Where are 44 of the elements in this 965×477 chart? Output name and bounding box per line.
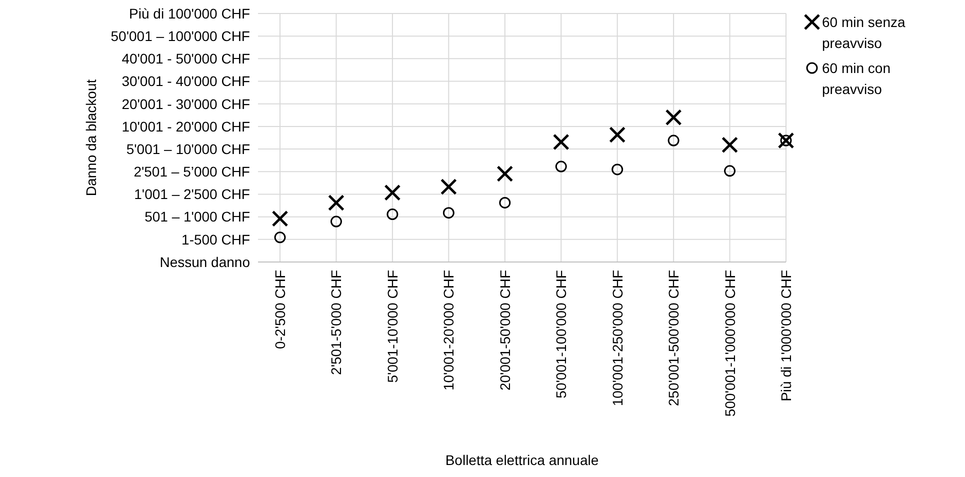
point [274, 232, 286, 244]
x-tick-label: 5'001-10'000 CHF [384, 270, 400, 383]
point [328, 194, 344, 211]
category-label: 1'001 – 2'500 CHF [134, 186, 250, 202]
point [722, 136, 738, 154]
legend-label: 60 min senza preavviso [822, 14, 906, 51]
category-label: Nessun danno [160, 254, 250, 270]
point [440, 178, 457, 196]
category-label: 1-500 CHF [182, 231, 250, 248]
point [499, 196, 511, 208]
point [609, 126, 626, 143]
x-tick-label: 250'001-500'000 CHF [666, 270, 682, 406]
point [665, 109, 682, 126]
x-tick-label: 10'001-20'000 CHF [440, 270, 457, 391]
x-tick-label: Più di 1'000'000 CHF [778, 270, 794, 402]
x-tick-label: 500'001-1'000'000 CHF [722, 270, 738, 417]
point [386, 208, 398, 220]
point [724, 165, 736, 177]
point [272, 210, 288, 227]
point [384, 184, 401, 201]
category-label: 40'001 - 50'000 CHF [122, 50, 250, 67]
category-label: 10'001 - 20'000 CHF [122, 118, 250, 134]
x-tick-label: 100'001-250'000 CHF [609, 270, 626, 406]
category-label: 501 – 1'000 CHF [144, 208, 250, 225]
category-label: 30'001 - 40'000 CHF [122, 73, 250, 90]
category-label: 2'501 – 5’000 CHF [134, 164, 250, 180]
x-tick-label: 2'501-5'000 CHF [328, 270, 344, 375]
legend-label: 60 min con preavviso [822, 60, 890, 97]
point [496, 166, 514, 182]
point [668, 134, 680, 146]
x-tick-label: 50'001-100'000 CHF [553, 270, 570, 398]
category-label: Più di 100'000 CHF [129, 5, 250, 22]
category-label: 50'001 – 100'000 CHF [110, 28, 250, 44]
point [552, 134, 570, 150]
category-label: 5'001 – 10'000 CHF [126, 140, 250, 157]
point [555, 160, 567, 172]
point [612, 164, 624, 176]
point [442, 207, 454, 219]
x-tick-label: 0-2'500 CHF [272, 270, 288, 349]
x-axis-title: Bolletta elettrica annuale [445, 452, 599, 468]
point [330, 216, 342, 228]
text: Danno da blackout [83, 79, 99, 196]
x-tick-label: 20'001-50'000 CHF [496, 270, 513, 391]
category-label: 20'001 - 30'000 CHF [122, 96, 250, 112]
